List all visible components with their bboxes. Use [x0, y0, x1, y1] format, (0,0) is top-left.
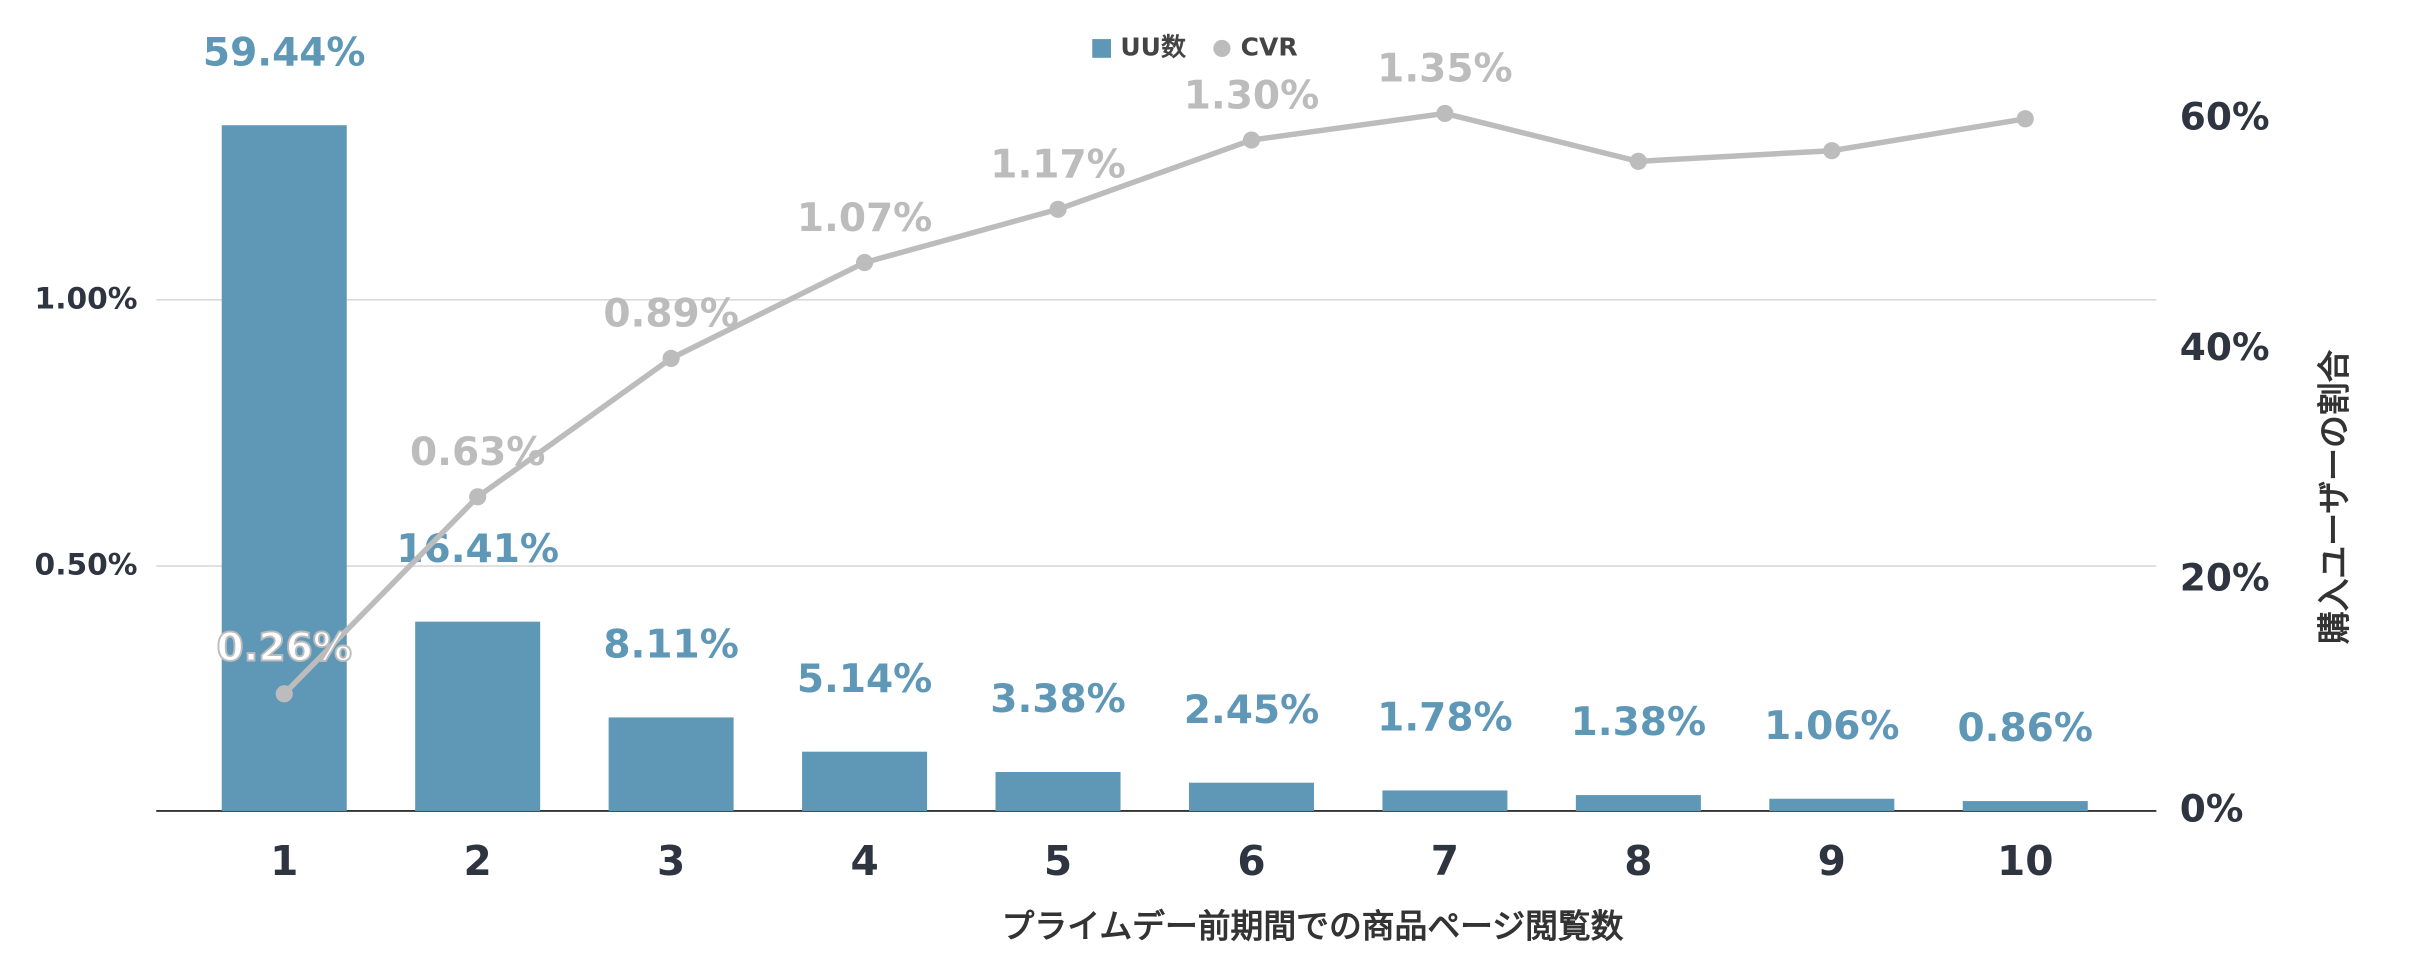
- y-tick-label: 0.50%: [35, 547, 138, 582]
- bar: [415, 621, 541, 811]
- bar: [1962, 801, 2088, 811]
- legend-label: CVR: [1241, 32, 1298, 61]
- x-tick-label: 4: [850, 837, 878, 885]
- line-value-label: 1.07%: [797, 196, 932, 241]
- bar: [1575, 795, 1701, 811]
- bar: [995, 771, 1121, 811]
- line-point: [1629, 152, 1647, 170]
- x-tick-label: 1: [270, 837, 298, 885]
- bar-value-label: 1.06%: [1764, 704, 1899, 749]
- y2-tick-label: 60%: [2180, 94, 2270, 138]
- x-axis-title: プライムデー前期間での商品ページ閲覧数: [1002, 908, 1624, 946]
- line-point: [855, 253, 874, 272]
- line-point: [1049, 200, 1067, 218]
- x-tick-label: 9: [1818, 837, 1846, 885]
- y-tick-label: 1.00%: [35, 280, 138, 315]
- legend-marker: [1213, 39, 1231, 58]
- line-value-label: 0.26%: [216, 626, 351, 671]
- bar-value-label: 1.78%: [1377, 696, 1512, 741]
- bar-value-label: 59.44%: [203, 30, 366, 75]
- bar-value-label: 8.11%: [603, 623, 738, 668]
- bar-value-label: 0.86%: [1958, 706, 2093, 751]
- line-value-label: 0.63%: [410, 430, 545, 475]
- bar: [221, 125, 347, 811]
- bar: [1188, 782, 1314, 811]
- line-point: [1436, 104, 1454, 123]
- legend-label: UU数: [1120, 32, 1187, 61]
- line-point: [1242, 131, 1261, 149]
- y2-tick-label: 0%: [2180, 786, 2244, 830]
- line-point: [469, 488, 487, 506]
- bar-value-label: 3.38%: [990, 677, 1125, 722]
- x-tick-label: 3: [657, 837, 685, 885]
- bar: [802, 751, 928, 811]
- bar-value-label: 2.45%: [1184, 688, 1319, 733]
- x-tick-label: 7: [1431, 837, 1459, 885]
- bar-value-label: 5.14%: [797, 657, 932, 702]
- line-point: [275, 685, 293, 703]
- line-value-label: 0.89%: [603, 292, 738, 337]
- legend-marker: [1092, 39, 1111, 58]
- x-tick-label: 10: [1997, 837, 2054, 885]
- y2-tick-label: 40%: [2180, 325, 2270, 369]
- line-value-label: 1.30%: [1184, 73, 1319, 118]
- y2-axis-title: 購入ユーザーの割合: [2316, 349, 2354, 644]
- line-point: [1823, 142, 1841, 160]
- bar: [1382, 790, 1508, 811]
- x-tick-label: 6: [1237, 837, 1265, 885]
- line-point: [662, 349, 680, 367]
- bar: [608, 717, 734, 811]
- bar: [1769, 798, 1895, 811]
- line-value-label: 1.17%: [990, 143, 1125, 188]
- line-point: [2016, 110, 2034, 128]
- x-tick-label: 2: [464, 837, 492, 885]
- bar-value-label: 16.41%: [396, 527, 559, 572]
- line-value-label: 1.35%: [1377, 47, 1512, 92]
- y2-tick-label: 20%: [2180, 556, 2270, 600]
- x-tick-label: 5: [1044, 837, 1072, 885]
- x-tick-label: 8: [1624, 837, 1652, 885]
- bar-value-label: 1.38%: [1571, 700, 1706, 745]
- cvr-line: [282, 110, 2026, 696]
